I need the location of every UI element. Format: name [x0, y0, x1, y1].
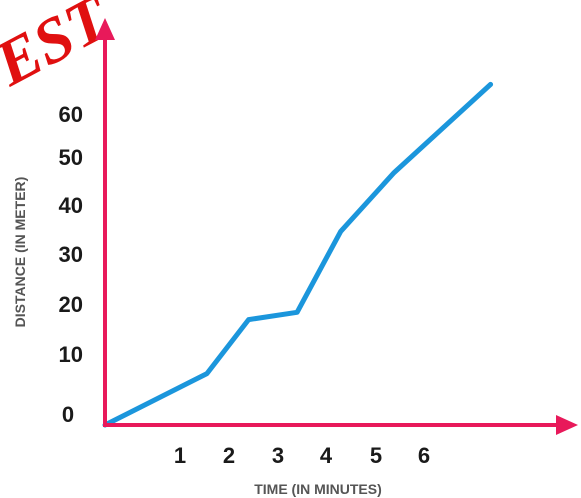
y-tick-labels: 10 20 30 40 50 60: [59, 102, 83, 367]
y-tick-label: 40: [59, 193, 83, 218]
y-tick-label: 20: [59, 292, 83, 317]
x-tick-label: 4: [320, 443, 333, 468]
y-tick-label: 60: [59, 102, 83, 127]
x-axis-title: TIME (IN MINUTES): [254, 481, 382, 497]
x-tick-label: 2: [223, 443, 235, 468]
y-axis-title: DISTANCE (IN METER): [12, 177, 28, 328]
y-tick-label: 30: [59, 242, 83, 267]
x-tick-labels: 1 2 3 4 5 6: [174, 443, 430, 468]
x-tick-label: 3: [272, 443, 284, 468]
series-line: [102, 81, 494, 428]
origin-label: 0: [62, 402, 74, 427]
x-tick-label: 6: [418, 443, 430, 468]
y-tick-label: 50: [59, 145, 83, 170]
y-axis-arrowhead: [95, 18, 115, 40]
x-tick-label: 5: [370, 443, 382, 468]
y-tick-label: 10: [59, 342, 83, 367]
x-axis-arrowhead: [556, 415, 578, 435]
x-tick-label: 1: [174, 443, 186, 468]
